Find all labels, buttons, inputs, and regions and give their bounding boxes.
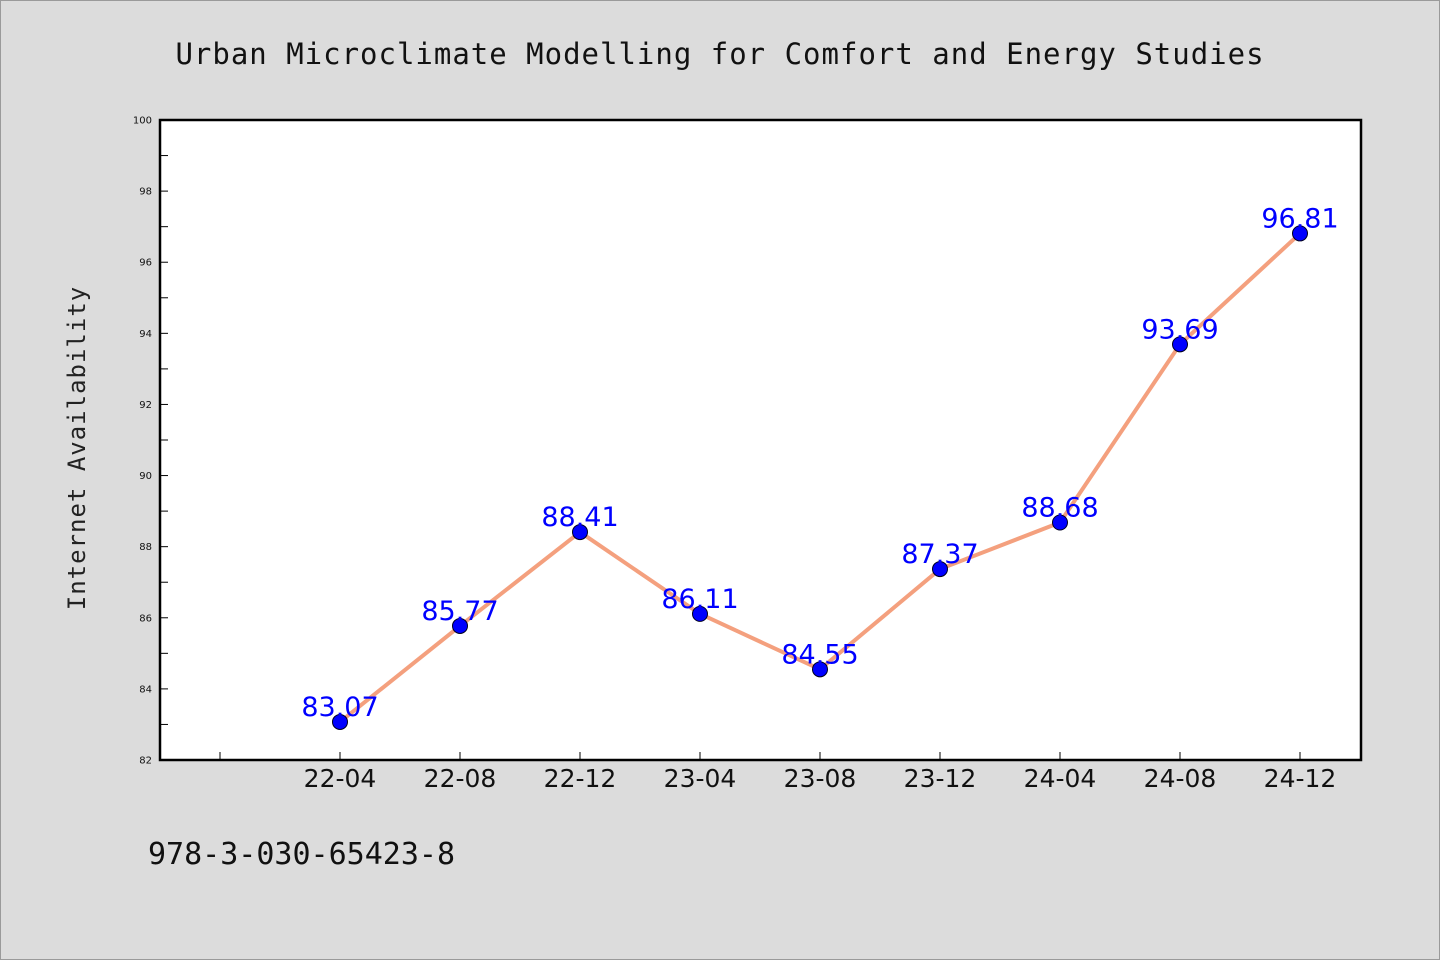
data-label-group: 83.07 85.77 88.41 86.11 84.55 87.37 88.68 93.69… [301, 203, 1338, 723]
data-point-marker [812, 661, 828, 678]
x-tick-label: 24-08 [1144, 764, 1217, 793]
data-label: 93.69 [1141, 314, 1218, 345]
data-point-marker [932, 561, 948, 578]
data-point-marker [1052, 514, 1068, 531]
data-point-marker [692, 605, 708, 622]
y-tick-label: 86 [139, 613, 152, 624]
y-axis: 82 84 86 88 90 92 94 96 98 100 [133, 116, 168, 767]
x-tick-label: 22-08 [424, 764, 497, 793]
y-tick-label: 90 [139, 471, 152, 482]
y-tick-label: 94 [139, 329, 152, 340]
data-label: 96.81 [1261, 203, 1338, 234]
plot-area [158, 118, 1363, 762]
data-label: 84.55 [781, 639, 858, 670]
y-axis-label: Internet Availability [63, 286, 91, 610]
x-tick-label: 23-12 [904, 764, 977, 793]
y-tick-label: 98 [139, 187, 152, 198]
data-point-marker [452, 617, 468, 634]
y-tick-label: 100 [133, 116, 152, 127]
data-label: 88.68 [1021, 492, 1098, 523]
x-tick-label: 22-04 [304, 764, 377, 793]
data-point-marker [1292, 225, 1308, 242]
footer-isbn: 978-3-030-65423-8 [148, 837, 455, 872]
data-label: 83.07 [301, 692, 378, 723]
x-axis: 22-04 22-08 22-12 23-04 23-08 23-12 24-04 24-08… [219, 752, 1337, 793]
data-label: 86.11 [661, 584, 738, 615]
marker-group [332, 225, 1308, 730]
data-point-marker [1172, 336, 1188, 353]
x-tick-label: 22-12 [544, 764, 617, 793]
y-tick-label: 82 [139, 756, 152, 767]
y-tick-label: 88 [139, 542, 152, 553]
chart-title: Urban Microclimate Modelling for Comfort… [175, 37, 1264, 71]
data-label: 85.77 [421, 596, 498, 627]
data-label: 88.41 [541, 502, 618, 533]
x-tick-label: 24-12 [1264, 764, 1337, 793]
data-point-marker [572, 524, 588, 541]
data-point-marker [332, 713, 348, 730]
x-tick-label: 23-08 [784, 764, 857, 793]
y-tick-label: 92 [139, 400, 152, 411]
x-tick-label: 23-04 [664, 764, 737, 793]
y-tick-label: 84 [139, 684, 152, 695]
y-tick-label: 96 [139, 258, 152, 269]
data-label: 87.37 [901, 539, 978, 570]
x-tick-label: 24-04 [1024, 764, 1097, 793]
